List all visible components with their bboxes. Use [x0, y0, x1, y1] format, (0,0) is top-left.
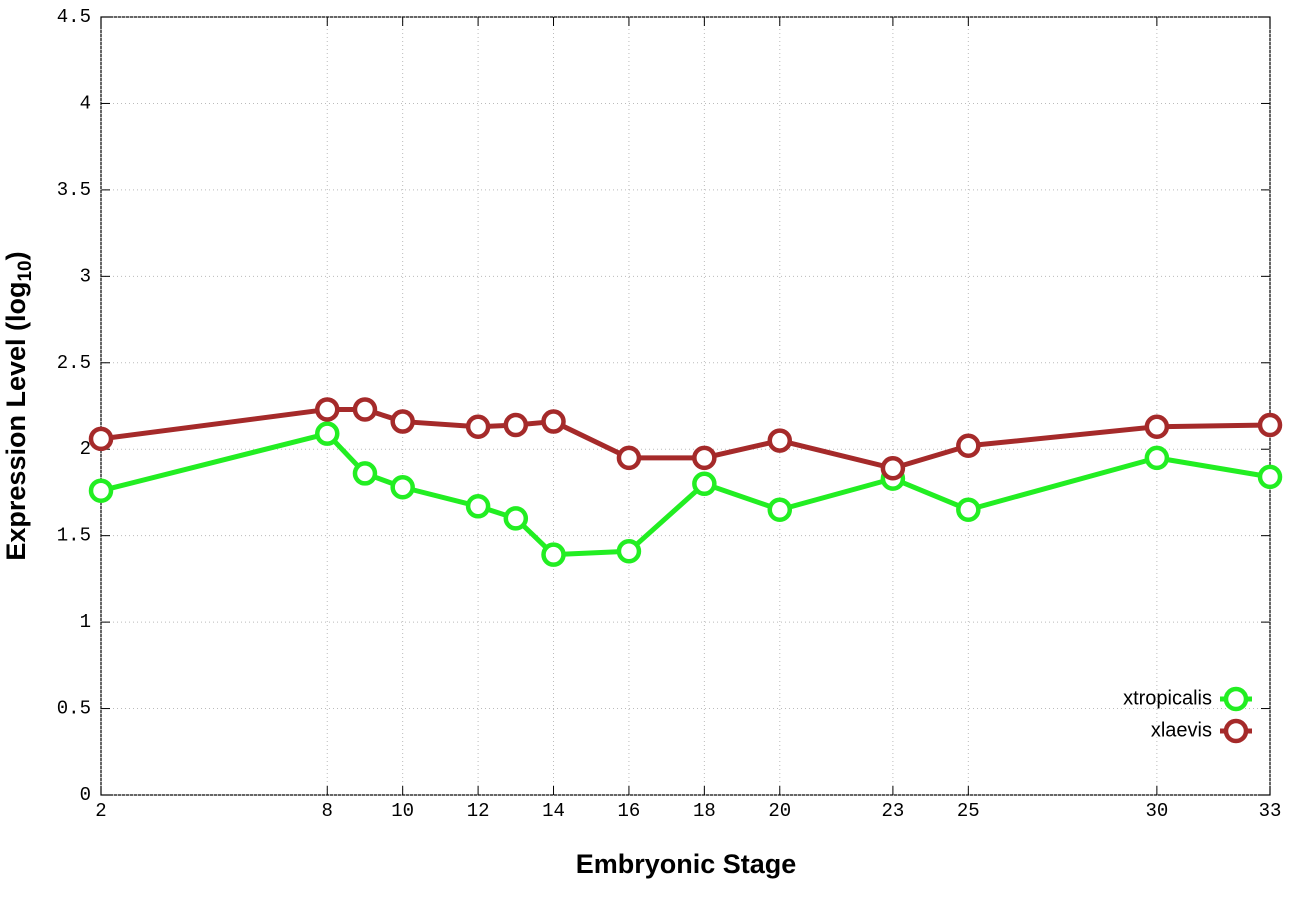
- data-point: [956, 497, 981, 522]
- data-point: [767, 428, 793, 453]
- x-tick-label: 14: [542, 800, 565, 822]
- data-point: [1257, 412, 1283, 438]
- x-axis-label: Embryonic Stage: [576, 849, 797, 879]
- series-line: [100, 431, 1271, 558]
- y-axis-label-end: ): [1, 251, 31, 260]
- data-point: [956, 433, 981, 459]
- data-point: [352, 461, 378, 486]
- y-tick-label: 1.5: [57, 525, 91, 547]
- y-axis-label-main: Expression Level (log: [1, 282, 31, 561]
- y-tick-label: 2: [80, 438, 91, 460]
- x-tick-label: 16: [618, 800, 641, 822]
- data-point: [88, 478, 114, 503]
- series-line: [100, 406, 1271, 471]
- x-tick-label: 2: [95, 800, 106, 822]
- data-point: [880, 455, 906, 481]
- data-point: [1257, 464, 1283, 490]
- data-point: [503, 506, 529, 531]
- x-tick-label: 8: [322, 800, 333, 822]
- x-tick-label: 18: [693, 800, 716, 822]
- plot-frame: [100, 16, 1271, 796]
- y-tick-label: 3: [80, 265, 91, 287]
- x-tick-label: 33: [1259, 800, 1282, 822]
- y-tick-label: 3.5: [57, 179, 91, 201]
- data-point: [315, 421, 340, 446]
- x-tick-label: 25: [957, 800, 980, 822]
- data-point: [616, 538, 642, 564]
- data-point: [541, 542, 566, 567]
- data-point: [352, 397, 378, 422]
- data-point: [692, 471, 717, 497]
- data-point: [88, 426, 114, 452]
- data-point: [390, 475, 415, 500]
- data-point: [503, 412, 529, 438]
- data-point: [1144, 445, 1170, 471]
- data-point: [541, 409, 566, 434]
- data-point: [616, 445, 642, 471]
- y-tick-label: 0: [80, 784, 91, 806]
- legend-marker: [1223, 686, 1249, 712]
- y-tick-label: 1: [80, 611, 91, 633]
- x-tick-label: 10: [391, 800, 414, 822]
- data-point: [767, 497, 793, 522]
- x-tick-label: 12: [467, 800, 490, 822]
- y-tick-label: 0.5: [57, 698, 91, 720]
- y-tick-label: 4.5: [57, 6, 91, 28]
- data-point: [692, 445, 717, 471]
- legend-label: xlaevis: [1151, 719, 1212, 741]
- data-point: [1144, 414, 1170, 439]
- x-tick-label: 23: [881, 800, 904, 822]
- legend-marker: [1223, 718, 1249, 744]
- y-axis-label-sub: 10: [15, 260, 36, 281]
- data-point: [465, 414, 491, 439]
- y-axis-label: Expression Level (log10): [1, 251, 36, 560]
- data-point: [315, 397, 340, 422]
- legend-label: xtropicalis: [1123, 687, 1212, 709]
- x-tick-label: 30: [1145, 800, 1168, 822]
- y-tick-label: 2.5: [57, 352, 91, 374]
- data-point: [465, 494, 491, 519]
- data-point: [390, 409, 415, 434]
- x-tick-label: 20: [768, 800, 791, 822]
- y-tick-label: 4: [80, 92, 91, 114]
